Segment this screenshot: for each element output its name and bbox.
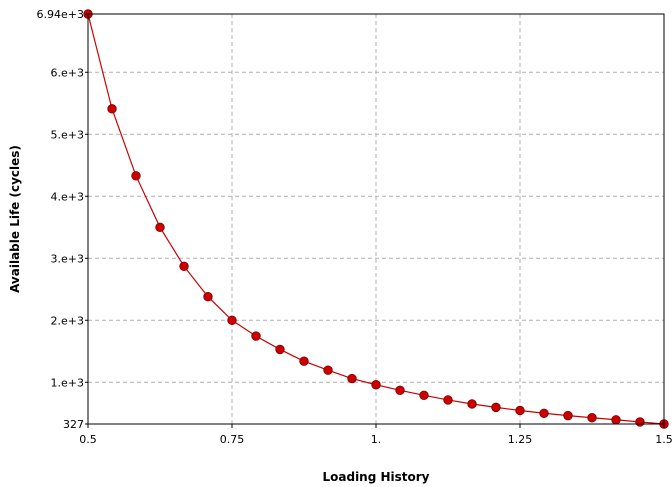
data-point — [275, 344, 285, 355]
tick-labels: 0.5 0.75 1. 1.25 1.5 327 1.e+3 2.e+3 3.e+3 4.e+3 5… — [37, 8, 672, 446]
x-axis-title: Loading History — [322, 470, 429, 484]
y-tick-label: 1.e+3 — [51, 376, 84, 389]
x-tick-label: 0.75 — [220, 433, 245, 446]
data-point — [371, 380, 381, 390]
y-tick-label: 5.e+3 — [51, 128, 84, 141]
data-point — [323, 365, 333, 375]
x-tick-label: 1.25 — [508, 433, 533, 446]
data-point — [611, 415, 621, 425]
y-tick-label: 327 — [63, 418, 84, 431]
data-point — [539, 408, 549, 418]
x-tick-label: 1. — [371, 433, 382, 446]
data-point — [419, 390, 429, 400]
data-point — [491, 402, 501, 413]
y-tick-label: 3.e+3 — [51, 252, 84, 265]
y-axis-title: Available Life (cycles) — [8, 145, 22, 293]
data-point — [155, 222, 165, 232]
grid-lines — [88, 14, 664, 424]
data-point — [299, 356, 309, 366]
data-point — [347, 373, 357, 384]
data-point — [635, 417, 645, 427]
x-tick-label: 1.5 — [655, 433, 672, 446]
data-point — [131, 171, 141, 181]
x-tick-label: 0.5 — [79, 433, 97, 446]
data-point — [179, 261, 189, 272]
y-tick-label: 6.94e+3 — [37, 8, 84, 21]
series-layer — [83, 9, 669, 429]
y-tick-label: 4.e+3 — [51, 190, 84, 203]
data-point — [227, 315, 237, 325]
data-point — [563, 410, 573, 421]
data-point — [251, 331, 261, 341]
data-point — [515, 405, 525, 416]
y-tick-label: 2.e+3 — [51, 314, 84, 327]
data-point — [587, 413, 597, 423]
data-point — [443, 395, 453, 405]
data-point — [467, 399, 477, 409]
y-tick-label: 6.e+3 — [51, 66, 84, 79]
data-point — [395, 385, 405, 396]
data-point — [203, 292, 213, 302]
data-point — [107, 104, 117, 114]
